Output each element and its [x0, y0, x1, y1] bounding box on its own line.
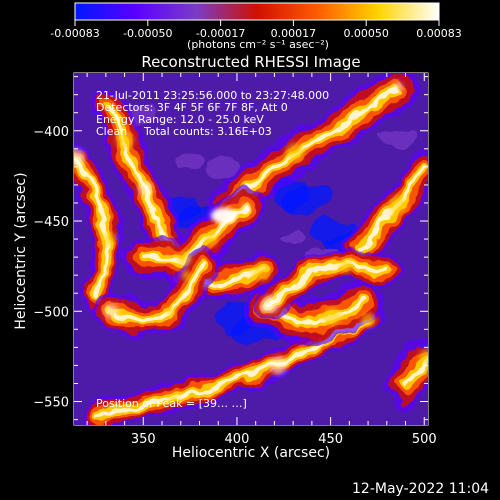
bright-blob [104, 304, 119, 319]
colorbar-tick-label: -0.00017 [196, 27, 245, 40]
x-axis-tick-label: 500 [412, 432, 437, 447]
bright-blob [286, 143, 305, 162]
x-axis-tick-label: 450 [318, 432, 343, 447]
footer-date: 12-May-2022 11:04 [352, 481, 490, 497]
colorbar: -0.00083 -0.00050 -0.00017 0.00017 0.00050 0.… [50, 2, 462, 51]
bright-blob [269, 356, 288, 375]
bright-ridge [74, 155, 112, 299]
bright-blob [102, 232, 117, 247]
bright-blob [181, 270, 192, 281]
dark-spot [282, 184, 335, 215]
bright-blob [177, 251, 192, 266]
bright-blob [74, 148, 85, 167]
bright-blob [261, 295, 280, 314]
bright-blob [138, 181, 153, 196]
y-axis-tick-label: −400 [33, 125, 69, 140]
y-axis-tick-label: −450 [33, 215, 69, 230]
total-counts-text: Total counts: 3.16E+03 [143, 125, 272, 138]
bright-blob [389, 195, 408, 214]
dark-spot [203, 156, 240, 177]
x-axis-tick-labels: 350 400 450 500 [131, 432, 437, 447]
axis-ticks [74, 73, 428, 425]
observation-info-overlay: 21-Jul-2011 23:25:56.000 to 23:27:48.000… [96, 89, 329, 410]
y-axis-tick-labels: −400 −450 −500 −550 [33, 125, 69, 411]
colorbar-ticks [74, 20, 440, 26]
colorbar-tick-label: -0.00083 [50, 27, 99, 40]
x-axis-tick-label: 400 [225, 432, 250, 447]
bright-ridge [263, 298, 367, 325]
bright-blob [203, 232, 218, 247]
colorbar-tick-label: 0.00083 [416, 27, 462, 40]
time-range-text: 21-Jul-2011 23:25:56.000 to 23:27:48.000 [96, 89, 329, 102]
bright-blob [241, 203, 252, 214]
image-title: Reconstructed RHESSI Image [141, 53, 360, 71]
dark-spot [380, 127, 417, 148]
y-axis-tick-label: −500 [33, 305, 69, 320]
peak-emission [210, 207, 237, 224]
y-axis-label: Heliocentric Y (arcsec) [13, 172, 29, 329]
bright-ridge [268, 264, 389, 307]
dark-spot [174, 153, 203, 170]
colorbar-tick-label: -0.00050 [123, 27, 172, 40]
clean-label-text: Clean [96, 125, 127, 138]
bright-blob [419, 349, 428, 364]
heatmap-highlights [74, 82, 428, 403]
x-axis-tick-label: 350 [131, 432, 156, 447]
bright-blob [338, 259, 353, 274]
peak-position-text: Position of Peak = [39… …] [96, 397, 247, 410]
bright-blob [168, 392, 179, 403]
bright-blob [323, 307, 342, 326]
colorbar-units-label: (photons cm⁻² s⁻¹ asec⁻²) [187, 38, 329, 51]
bright-blob [166, 306, 177, 317]
detectors-text: Detectors: 3F 4F 5F 6F 7F 8F, Att 0 [96, 101, 288, 114]
colorbar-tick-label: 0.00017 [271, 27, 317, 40]
bright-blob [115, 130, 134, 149]
colorbar-gradient [74, 2, 440, 21]
bright-blob [361, 313, 376, 328]
bright-ridge [109, 264, 206, 323]
energy-range-text: Energy Range: 12.0 - 25.0 keV [96, 113, 264, 126]
image-frame: 350 400 450 500 −400 −450 −500 −550 Heliocentr… [13, 72, 437, 461]
bright-blob [252, 262, 271, 281]
colorbar-tick-label: 0.00050 [343, 27, 389, 40]
dark-spot [279, 227, 308, 244]
colorbar-tick-labels: -0.00083 -0.00050 -0.00017 0.00017 0.00050 0.… [50, 27, 461, 40]
x-axis-label: Heliocentric X (arcsec) [172, 445, 330, 461]
heatmap-image [74, 73, 428, 425]
bright-blob [393, 82, 404, 93]
y-axis-tick-label: −550 [33, 396, 69, 411]
